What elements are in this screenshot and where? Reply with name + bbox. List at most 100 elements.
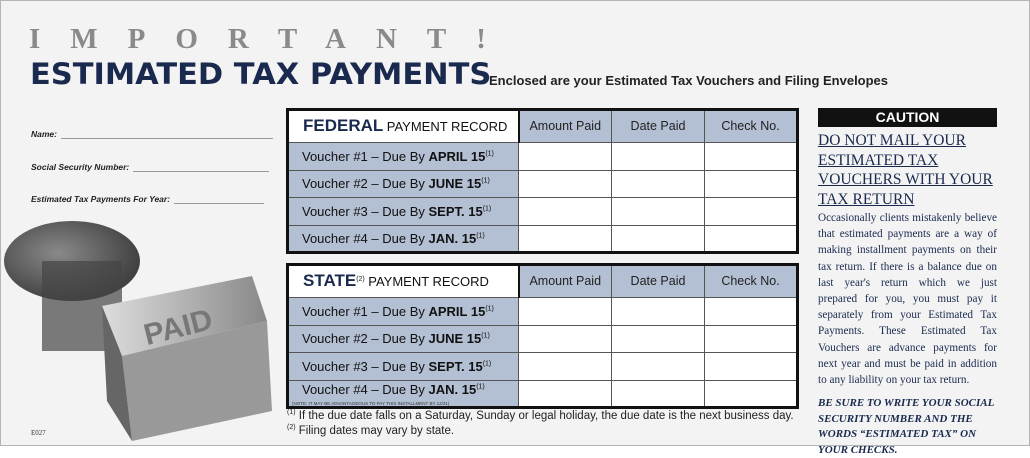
voucher-prefix: Voucher #1 – Due By: [302, 148, 429, 164]
table-title: FEDERAL: [303, 116, 384, 135]
col-check-no: Check No.: [704, 109, 798, 143]
form-code: E027: [31, 429, 46, 437]
footnote-mark: (1): [476, 232, 485, 240]
footnote-mark: (2): [287, 424, 296, 431]
amount-paid-cell[interactable]: [518, 379, 612, 408]
state-payment-table: STATE(2) PAYMENT RECORD Amount Paid Date…: [286, 263, 799, 409]
footnote-mark: (1): [476, 383, 485, 391]
name-field[interactable]: Name:: [31, 129, 273, 139]
footnote-mark: (1): [481, 177, 490, 185]
check-no-cell[interactable]: [704, 142, 798, 171]
subtitle: Enclosed are your Estimated Tax Vouchers…: [489, 73, 889, 88]
table-title-suffix: PAYMENT RECORD: [368, 274, 489, 290]
date-paid-cell[interactable]: [611, 324, 705, 353]
date-paid-cell[interactable]: [611, 224, 705, 253]
installment-note: (NOTE: IT MAY BE ADVANTAGEOUS TO PAY THI…: [292, 401, 450, 406]
due-date: JAN. 15: [428, 230, 477, 246]
col-date-paid: Date Paid: [611, 109, 705, 143]
amount-paid-cell[interactable]: [518, 324, 612, 353]
date-paid-cell[interactable]: [611, 142, 705, 171]
date-paid-cell[interactable]: [611, 297, 705, 326]
field-label: Name:: [31, 129, 57, 139]
footnote-mark: (1): [482, 205, 492, 213]
due-date: APRIL 15: [428, 148, 486, 164]
date-paid-cell[interactable]: [611, 169, 705, 198]
amount-paid-cell[interactable]: [518, 297, 612, 326]
date-paid-cell[interactable]: [611, 379, 705, 408]
due-date: SEPT. 15: [428, 203, 483, 219]
federal-title: FEDERAL PAYMENT RECORD: [287, 109, 520, 143]
voucher-row: Voucher #2 – Due By JUNE 15(1): [287, 324, 798, 353]
caution-body: Occasionally clients mistakenly believe …: [818, 212, 997, 387]
amount-paid-cell[interactable]: [518, 142, 612, 171]
voucher-row: Voucher #4 – Due By JAN. 15(1): [287, 224, 798, 253]
check-no-cell[interactable]: [704, 297, 798, 326]
check-no-cell[interactable]: [704, 197, 798, 226]
voucher-prefix: Voucher #3 – Due By: [302, 203, 429, 219]
field-label: Social Security Number:: [31, 162, 130, 172]
footnote-mark: (1): [485, 305, 494, 313]
voucher-row: Voucher #1 – Due By APRIL 15(1): [287, 142, 798, 171]
caution-reminder: BE SURE TO WRITE YOUR SOCIAL SECURITY NU…: [818, 397, 994, 456]
voucher-label: Voucher #3 – Due By SEPT. 15(1): [287, 352, 519, 381]
year-field[interactable]: Estimated Tax Payments For Year:: [31, 194, 265, 204]
voucher-label: Voucher #1 – Due By APRIL 15(1): [287, 297, 519, 326]
footnote-text: If the due date falls on a Saturday, Sun…: [298, 409, 794, 422]
footnote-mark: (1): [485, 150, 494, 158]
voucher-label: Voucher #1 – Due By APRIL 15(1): [287, 142, 519, 171]
voucher-row: Voucher #3 – Due By SEPT. 15(1): [287, 352, 798, 381]
voucher-prefix: Voucher #4 – Due By: [302, 230, 429, 246]
footnote-mark: (2): [356, 276, 365, 284]
date-paid-cell[interactable]: [611, 352, 705, 381]
page-title: ESTIMATED TAX PAYMENTS: [30, 57, 492, 91]
amount-paid-cell[interactable]: [518, 224, 612, 253]
due-date: JUNE 15: [428, 331, 482, 347]
field-line: [174, 196, 265, 204]
voucher-label: Voucher #4 – Due By JAN. 15(1) (NOTE: IT …: [287, 379, 519, 408]
caution-box: CAUTION DO NOT MAIL YOUR ESTIMATED TAX V…: [818, 108, 997, 458]
amount-paid-cell[interactable]: [518, 169, 612, 198]
footnote-mark: (1): [287, 409, 296, 416]
voucher-prefix: Voucher #4 – Due By: [302, 381, 429, 397]
voucher-prefix: Voucher #3 – Due By: [302, 358, 429, 374]
col-date-paid: Date Paid: [611, 264, 705, 298]
footnote-1: (1) If the due date falls on a Saturday,…: [287, 409, 794, 422]
table-header-row: FEDERAL PAYMENT RECORD Amount Paid Date …: [287, 109, 798, 143]
voucher-label: Voucher #2 – Due By JUNE 15(1): [287, 324, 519, 353]
federal-payment-table: FEDERAL PAYMENT RECORD Amount Paid Date …: [286, 108, 799, 254]
paid-stamp-photo: PAID: [4, 221, 272, 441]
voucher-prefix: Voucher #2 – Due By: [302, 331, 429, 347]
voucher-row: Voucher #4 – Due By JAN. 15(1) (NOTE: IT …: [287, 379, 798, 408]
amount-paid-cell[interactable]: [518, 197, 612, 226]
voucher-prefix: Voucher #2 – Due By: [302, 176, 429, 192]
footnote-text: Filing dates may vary by state.: [298, 424, 455, 437]
table-title: STATE: [303, 271, 357, 291]
date-paid-cell[interactable]: [611, 197, 705, 226]
check-no-cell[interactable]: [704, 324, 798, 353]
caution-subheading: DO NOT MAIL YOUR ESTIMATED TAX VOUCHERS …: [818, 132, 993, 208]
check-no-cell[interactable]: [704, 169, 798, 198]
check-no-cell[interactable]: [704, 352, 798, 381]
voucher-prefix: Voucher #1 – Due By: [302, 303, 429, 319]
caution-heading: CAUTION: [818, 108, 997, 127]
amount-paid-cell[interactable]: [518, 352, 612, 381]
footnote-2: (2) Filing dates may vary by state.: [287, 424, 454, 437]
voucher-label: Voucher #2 – Due By JUNE 15(1): [287, 169, 519, 198]
voucher-row: Voucher #2 – Due By JUNE 15(1): [287, 169, 798, 198]
ssn-field[interactable]: Social Security Number:: [31, 162, 270, 172]
due-date: APRIL 15: [428, 303, 486, 319]
voucher-label: Voucher #3 – Due By SEPT. 15(1): [287, 197, 519, 226]
due-date: JUNE 15: [428, 176, 482, 192]
table-title-suffix: PAYMENT RECORD: [386, 119, 508, 134]
voucher-row: Voucher #1 – Due By APRIL 15(1): [287, 297, 798, 326]
field-label: Estimated Tax Payments For Year:: [31, 194, 171, 204]
footnote-mark: (1): [481, 332, 490, 340]
important-heading: IMPORTANT!: [29, 23, 516, 55]
voucher-row: Voucher #3 – Due By SEPT. 15(1): [287, 197, 798, 226]
check-no-cell[interactable]: [704, 224, 798, 253]
state-title: STATE(2) PAYMENT RECORD: [287, 264, 520, 298]
col-amount-paid: Amount Paid: [518, 109, 612, 143]
check-no-cell[interactable]: [704, 379, 798, 408]
table-header-row: STATE(2) PAYMENT RECORD Amount Paid Date…: [287, 264, 798, 298]
